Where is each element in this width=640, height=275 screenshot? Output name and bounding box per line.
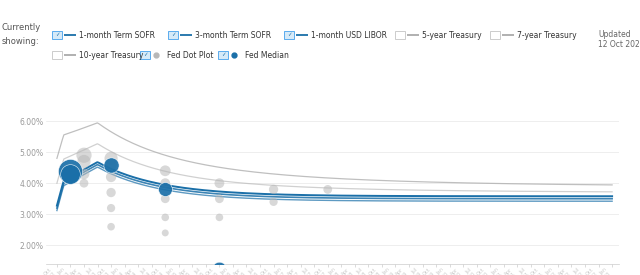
Text: ✓: ✓ bbox=[143, 53, 147, 57]
Bar bbox=[218, 51, 228, 59]
Text: 10-year Treasury: 10-year Treasury bbox=[79, 51, 143, 59]
Point bbox=[268, 200, 278, 204]
Point bbox=[106, 190, 116, 195]
Text: ✓: ✓ bbox=[54, 32, 60, 37]
Text: 1-month USD LIBOR: 1-month USD LIBOR bbox=[311, 31, 387, 40]
Point bbox=[160, 215, 170, 219]
Point bbox=[214, 181, 225, 185]
Bar bbox=[395, 31, 405, 39]
Point bbox=[214, 270, 225, 274]
Bar bbox=[52, 31, 62, 39]
Text: 3-month Term SOFR: 3-month Term SOFR bbox=[195, 31, 271, 40]
Text: ✓: ✓ bbox=[221, 53, 225, 57]
Bar bbox=[284, 31, 294, 39]
Point bbox=[106, 162, 116, 167]
Point bbox=[268, 187, 278, 192]
Point bbox=[106, 175, 116, 179]
Point bbox=[106, 156, 116, 161]
Bar bbox=[52, 51, 62, 59]
Point bbox=[160, 197, 170, 201]
Text: 5-year Treasury: 5-year Treasury bbox=[422, 31, 482, 40]
Point bbox=[79, 153, 89, 157]
Text: ✓: ✓ bbox=[287, 32, 291, 37]
Bar bbox=[168, 31, 178, 39]
Point bbox=[79, 181, 89, 185]
Point bbox=[106, 162, 116, 167]
Point bbox=[160, 169, 170, 173]
Bar bbox=[490, 31, 500, 39]
Point bbox=[214, 197, 225, 201]
Point bbox=[160, 187, 170, 192]
Point bbox=[106, 206, 116, 210]
Point bbox=[214, 215, 225, 219]
Point bbox=[106, 224, 116, 229]
Text: ✓: ✓ bbox=[171, 32, 175, 37]
Point bbox=[79, 159, 89, 164]
Text: Fed Dot Plot: Fed Dot Plot bbox=[167, 51, 214, 59]
Text: 7-year Treasury: 7-year Treasury bbox=[517, 31, 577, 40]
Point bbox=[214, 266, 225, 271]
Point bbox=[65, 172, 76, 176]
Text: Currently: Currently bbox=[2, 23, 41, 32]
Text: Updated
12 Oct 2022: Updated 12 Oct 2022 bbox=[598, 30, 640, 50]
Point bbox=[160, 181, 170, 185]
Text: showing:: showing: bbox=[2, 37, 40, 46]
Text: 1-month Term SOFR: 1-month Term SOFR bbox=[79, 31, 155, 40]
Point bbox=[323, 187, 333, 192]
Text: Fed Median: Fed Median bbox=[245, 51, 289, 59]
Point bbox=[79, 172, 89, 176]
Point bbox=[160, 231, 170, 235]
Bar bbox=[140, 51, 150, 59]
Point bbox=[65, 169, 76, 173]
